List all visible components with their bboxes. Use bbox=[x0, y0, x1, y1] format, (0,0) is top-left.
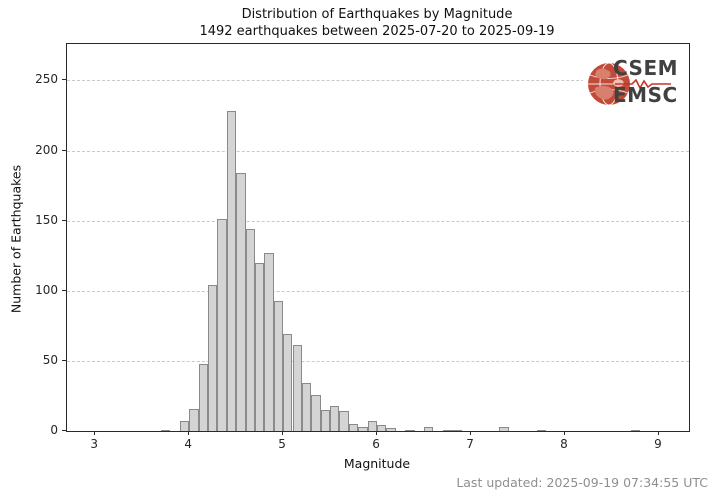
histogram-bar bbox=[358, 426, 368, 431]
histogram-bar bbox=[377, 425, 387, 431]
logo-text-emsc: EMSC bbox=[613, 83, 678, 107]
x-tick-label: 6 bbox=[372, 437, 380, 451]
emsc-logo: CSEM EMSC bbox=[583, 56, 689, 111]
histogram-bar bbox=[630, 429, 641, 431]
x-tick-label: 4 bbox=[184, 437, 192, 451]
histogram-bar bbox=[245, 229, 255, 431]
histogram-bar bbox=[405, 429, 415, 431]
y-tick-mark bbox=[62, 79, 66, 81]
logo-text-csem: CSEM bbox=[613, 56, 679, 80]
histogram-bar bbox=[207, 285, 218, 431]
histogram-bar bbox=[499, 426, 509, 431]
y-tick-label: 200 bbox=[35, 142, 58, 157]
histogram-bar bbox=[226, 111, 237, 431]
histogram-bar bbox=[301, 383, 312, 431]
y-tick-mark bbox=[62, 219, 66, 221]
histogram-bar bbox=[160, 429, 171, 431]
y-tick-label: 0 bbox=[50, 423, 58, 437]
y-tick-mark bbox=[62, 359, 66, 361]
x-tick-mark bbox=[657, 431, 659, 435]
last-updated-text: Last updated: 2025-09-19 07:34:55 UTC bbox=[456, 475, 708, 490]
y-tick-label: 100 bbox=[35, 282, 58, 297]
histogram-bar bbox=[264, 252, 274, 431]
histogram-bar bbox=[292, 345, 302, 431]
histogram-bar bbox=[442, 429, 453, 431]
y-tick-label: 50 bbox=[42, 352, 58, 367]
globe-icon bbox=[588, 62, 630, 106]
y-tick-label: 150 bbox=[35, 212, 58, 227]
title-block: Distribution of Earthquakes by Magnitude… bbox=[66, 6, 688, 40]
x-tick-mark bbox=[563, 431, 565, 435]
x-tick-label: 5 bbox=[278, 437, 286, 451]
histogram-bar bbox=[179, 421, 190, 431]
y-tick-mark bbox=[62, 149, 66, 151]
histogram-bar bbox=[320, 409, 331, 431]
x-tick-label: 7 bbox=[466, 437, 474, 451]
histogram-bar bbox=[198, 363, 208, 431]
seismogram-icon bbox=[615, 79, 671, 89]
histogram-bar bbox=[536, 429, 547, 431]
histogram-bar bbox=[283, 334, 293, 431]
histogram-bar bbox=[254, 262, 265, 431]
y-tick-mark bbox=[62, 289, 66, 291]
histogram-bar bbox=[339, 411, 349, 431]
histogram-bar bbox=[330, 405, 340, 431]
x-tick-mark bbox=[376, 431, 378, 435]
gridline-y-250 bbox=[67, 80, 689, 82]
x-tick-mark bbox=[470, 431, 472, 435]
gridline-y-50 bbox=[67, 360, 689, 362]
x-tick-mark bbox=[94, 431, 96, 435]
histogram-bar bbox=[367, 421, 378, 431]
y-tick-label: 250 bbox=[35, 72, 58, 87]
histogram-bar bbox=[273, 300, 284, 431]
gridline-y-100 bbox=[67, 290, 689, 292]
histogram-bar bbox=[236, 173, 246, 431]
histogram-bar bbox=[424, 426, 434, 431]
x-tick-label: 8 bbox=[560, 437, 568, 451]
histogram-bar bbox=[452, 429, 462, 431]
histogram-bar bbox=[386, 428, 396, 431]
gridline-y-150 bbox=[67, 220, 689, 222]
histogram-bar bbox=[311, 394, 321, 431]
chart-title: Distribution of Earthquakes by Magnitude bbox=[241, 7, 513, 22]
chart-subtitle: 1492 earthquakes between 2025-07-20 to 2… bbox=[199, 24, 555, 39]
gridline-y-200 bbox=[67, 150, 689, 152]
x-axis-title: Magnitude bbox=[343, 456, 411, 471]
plot-area: CSEM EMSC bbox=[66, 43, 690, 432]
y-tick-mark bbox=[62, 430, 66, 431]
x-tick-mark bbox=[188, 431, 190, 435]
histogram-bar bbox=[217, 219, 227, 431]
histogram-bar bbox=[348, 424, 359, 431]
x-tick-mark bbox=[282, 431, 284, 435]
x-tick-label: 3 bbox=[90, 437, 98, 451]
x-tick-label: 9 bbox=[654, 437, 662, 451]
histogram-bar bbox=[189, 408, 199, 431]
